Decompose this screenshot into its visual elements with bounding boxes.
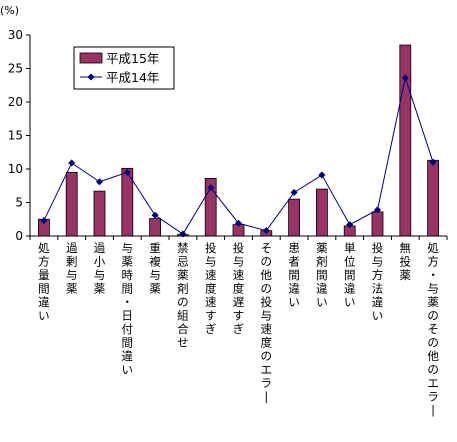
- x-category-label: 禁忌薬剤の組合せ: [177, 241, 189, 350]
- bar: [93, 190, 106, 237]
- legend-label-series-1: 平成15年: [106, 51, 159, 66]
- line-marker: [40, 217, 48, 225]
- y-axis-unit-label: (%): [0, 4, 19, 17]
- x-category-label: 過小与薬: [94, 241, 106, 296]
- legend-bar-swatch: [79, 52, 103, 64]
- y-tick-label: 5: [15, 196, 23, 210]
- x-category-label: 単位間違い: [344, 241, 356, 309]
- x-category-label: 重複与薬: [149, 241, 161, 296]
- bar: [371, 211, 384, 237]
- axes: [29, 35, 448, 240]
- x-category-label: 投与速度速すぎ: [205, 241, 217, 336]
- line-marker: [429, 158, 437, 166]
- bar: [315, 188, 328, 237]
- bar: [288, 198, 301, 237]
- x-category-label: 投与速度遅すぎ: [233, 241, 245, 336]
- bar: [399, 44, 412, 237]
- line-marker: [346, 221, 354, 229]
- line-marker: [207, 184, 215, 192]
- x-category-label: 過剰与薬: [66, 241, 78, 296]
- y-tick-label: 0: [15, 229, 23, 243]
- bar: [65, 171, 78, 237]
- line-series: [40, 74, 437, 238]
- legend-label-series-2: 平成14年: [106, 70, 159, 85]
- bar: [149, 218, 162, 237]
- legend: 平成15年 平成14年: [73, 46, 175, 90]
- y-axis-ticks: 0 5 10 15 20 25 30: [8, 28, 30, 243]
- bar: [427, 159, 440, 237]
- line-marker: [373, 206, 382, 214]
- x-category-label: 薬剤間違い: [316, 241, 328, 309]
- y-tick-label: 30: [8, 28, 23, 42]
- line-marker: [262, 227, 270, 235]
- x-category-label: 投与方法違い: [372, 241, 384, 323]
- bar-series: [38, 44, 440, 237]
- legend-line-marker: [87, 73, 95, 81]
- x-category-label: 患者間違い: [288, 241, 300, 309]
- x-category-label: 処方量間違い: [38, 241, 50, 323]
- line-marker: [234, 219, 243, 227]
- y-tick-label: 25: [8, 62, 23, 76]
- y-tick-label: 15: [8, 129, 23, 143]
- x-category-label: 無投薬: [400, 241, 412, 282]
- category-labels: 処方量間違い 過剰与薬 過小与薬 与薬時間・日付間違い 重複与薬 禁忌薬剤の組合せ 投与速度…: [38, 241, 439, 417]
- y-tick-label: 20: [8, 95, 23, 109]
- line-marker: [95, 178, 104, 186]
- line-marker: [68, 159, 76, 167]
- line-marker: [151, 211, 159, 219]
- line-marker: [318, 171, 326, 179]
- line-marker: [123, 168, 131, 176]
- line-marker: [401, 74, 409, 82]
- line-marker: [290, 188, 298, 196]
- x-category-label: その他の投与速度のエラ|: [261, 241, 273, 404]
- y-tick-label: 10: [8, 162, 23, 176]
- x-category-label: 処方・与薬のその他のエラ|: [427, 241, 439, 417]
- x-category-label: 与薬時間・日付間違い: [122, 241, 134, 377]
